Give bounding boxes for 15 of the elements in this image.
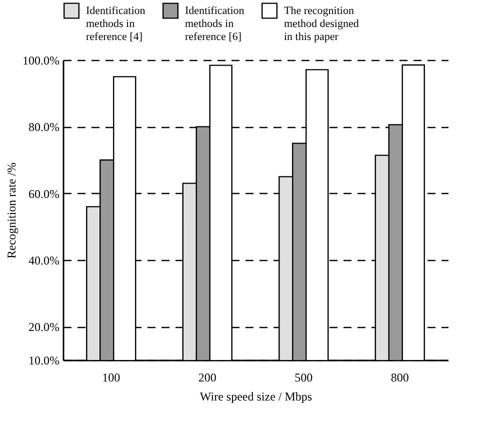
legend-label: Identification methods in reference [4] [86,4,146,43]
y-tick-label: 100.0% [22,54,60,68]
x-tick-label: 500 [294,370,313,384]
y-tick-label: 80.0% [28,120,60,134]
x-tick-label: 100 [102,370,120,384]
y-tick-label: 10.0% [28,354,60,368]
y-tick-label: 60.0% [28,186,60,201]
legend-label: Identification methods in reference [6] [185,4,245,43]
y-axis-title: Recognition rate /% [4,162,19,258]
x-axis-title: Wire speed size / Mbps [200,390,312,404]
x-tick-label: 800 [390,370,409,384]
x-tick-label: 200 [198,370,216,384]
y-tick-label: 20.0% [28,320,60,334]
y-tick-label: 40.0% [28,254,60,268]
legend-label: The recognition method designed in this paper [284,4,360,43]
